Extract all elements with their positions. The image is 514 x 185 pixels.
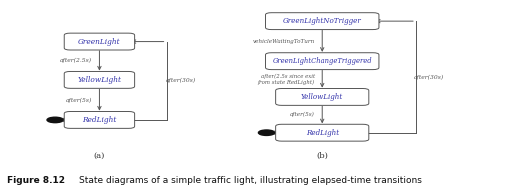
Text: GreenLightNoTrigger: GreenLightNoTrigger: [283, 17, 361, 25]
Text: after(30s): after(30s): [413, 74, 444, 80]
Text: RedLight: RedLight: [306, 129, 339, 137]
Text: after(2.5s): after(2.5s): [60, 58, 92, 63]
Text: YellowLight: YellowLight: [78, 76, 121, 84]
Text: GreenLightChangeTriggered: GreenLightChangeTriggered: [272, 57, 372, 65]
Text: YellowLight: YellowLight: [301, 93, 343, 101]
FancyBboxPatch shape: [276, 88, 369, 105]
Text: after(30s): after(30s): [166, 78, 196, 83]
Text: (b): (b): [316, 152, 328, 160]
Text: RedLight: RedLight: [82, 116, 117, 124]
Text: (a): (a): [94, 152, 105, 160]
Circle shape: [47, 117, 63, 123]
Text: State diagrams of a simple traffic light, illustrating elapsed-time transitions: State diagrams of a simple traffic light…: [79, 176, 422, 185]
Text: Figure 8.12: Figure 8.12: [7, 176, 65, 185]
FancyBboxPatch shape: [276, 124, 369, 141]
Text: after(5s): after(5s): [290, 112, 315, 117]
Circle shape: [259, 130, 274, 135]
FancyBboxPatch shape: [266, 13, 379, 30]
Text: GreenLight: GreenLight: [78, 38, 121, 46]
Text: after(2.5s since exit
from state RedLight): after(2.5s since exit from state RedLigh…: [258, 73, 315, 85]
FancyBboxPatch shape: [64, 71, 135, 88]
FancyBboxPatch shape: [266, 53, 379, 70]
Text: after(5s): after(5s): [65, 97, 92, 102]
Text: vehicleWaitingToTurn: vehicleWaitingToTurn: [252, 39, 315, 44]
FancyBboxPatch shape: [64, 33, 135, 50]
FancyBboxPatch shape: [64, 112, 135, 128]
